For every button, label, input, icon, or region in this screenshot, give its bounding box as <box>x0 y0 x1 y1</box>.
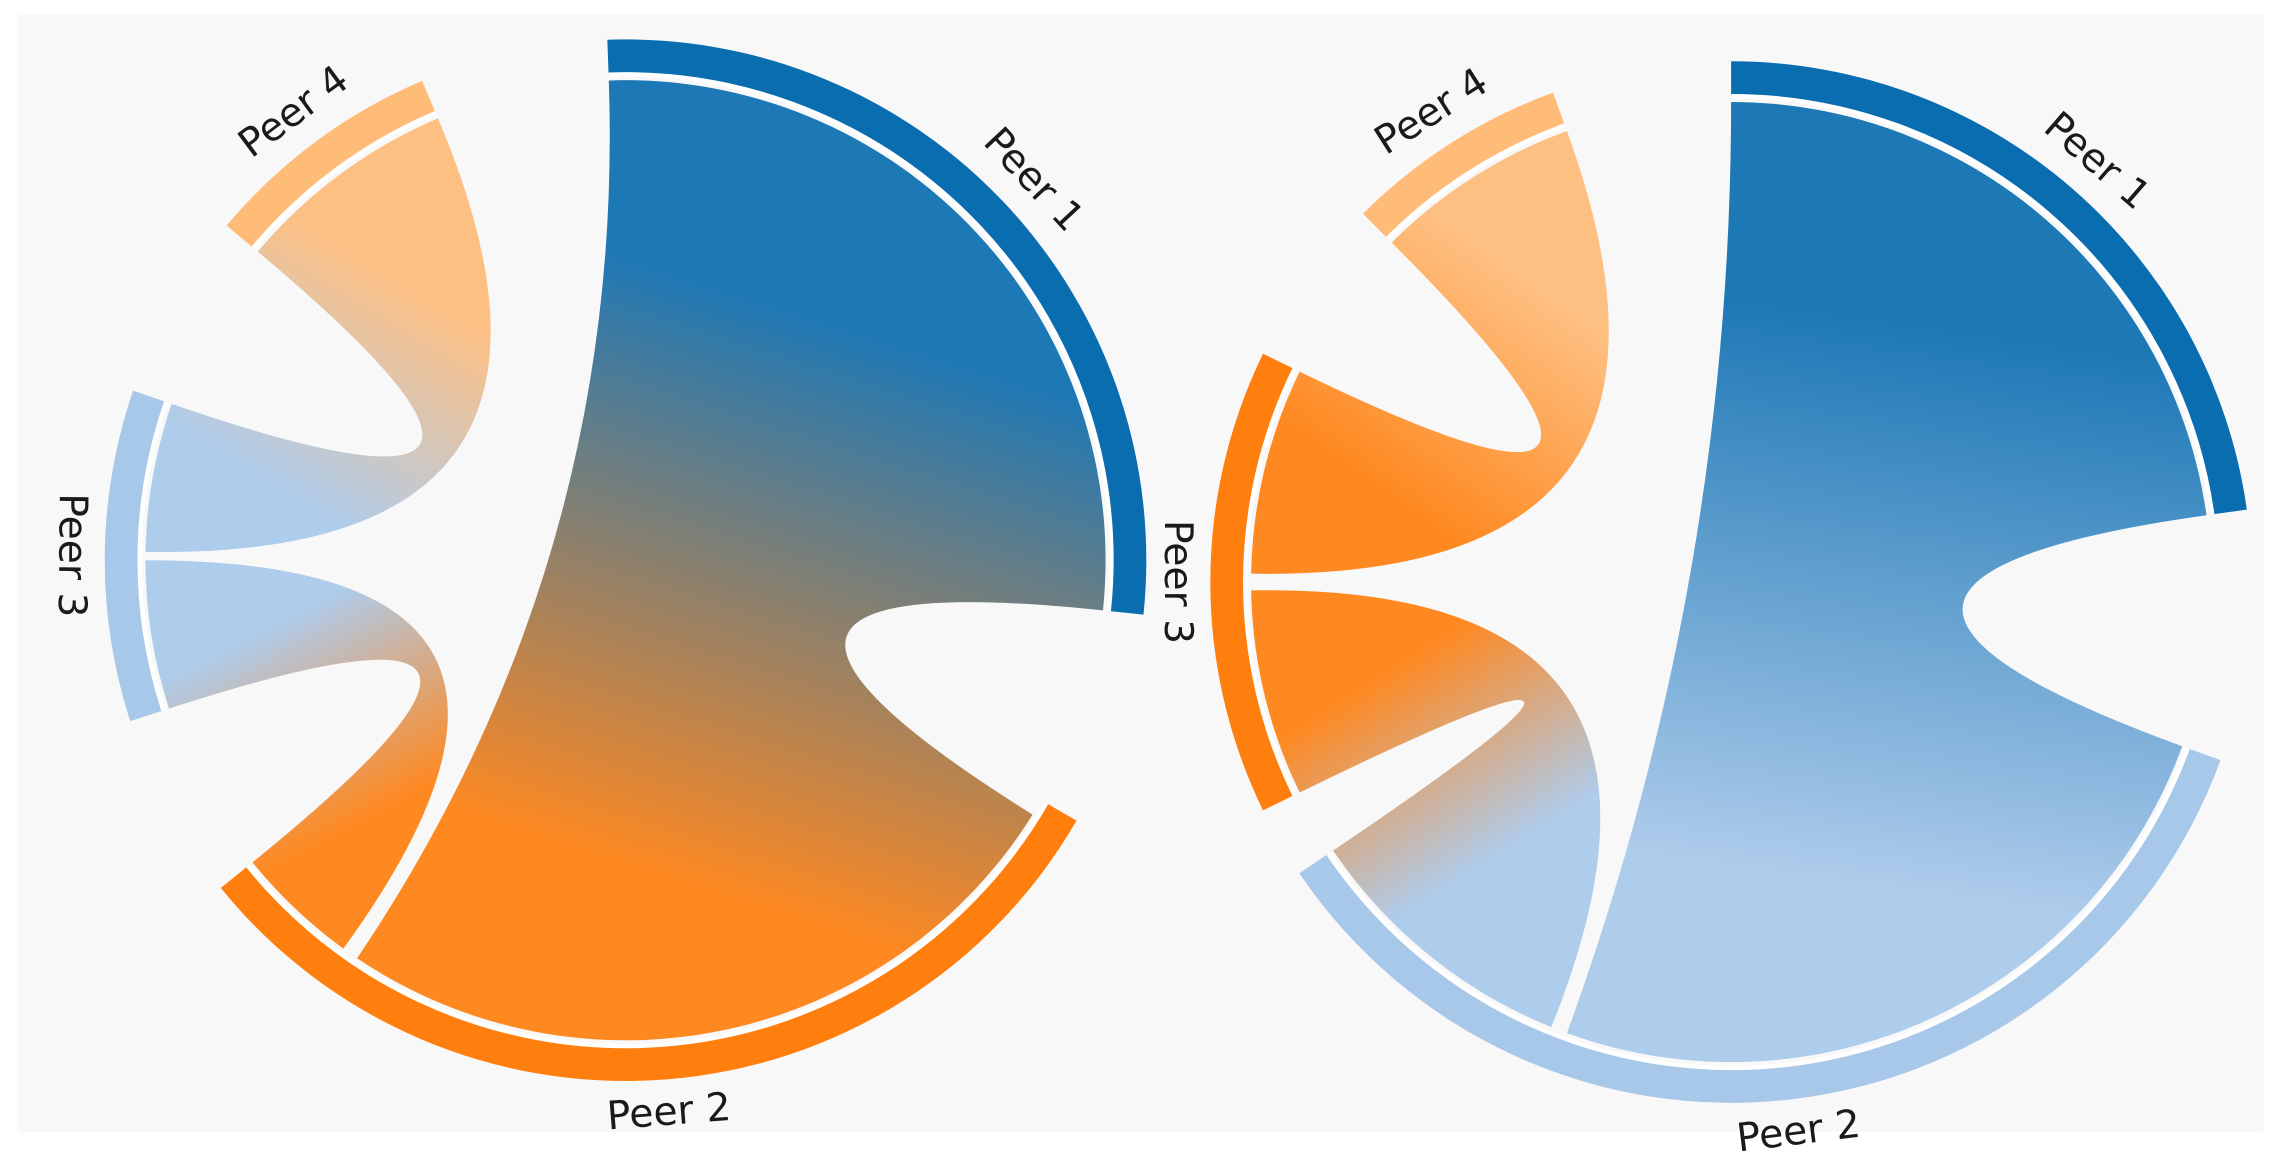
separator <box>608 72 1114 612</box>
separator <box>1326 747 2190 1071</box>
chord <box>145 560 448 949</box>
separator <box>137 401 169 712</box>
group-arc <box>220 803 1077 1082</box>
group-arc <box>104 390 167 722</box>
separator <box>1386 123 1566 241</box>
node-label: Peer 3 <box>49 493 95 618</box>
separator <box>1243 368 1297 796</box>
group-arc <box>1362 92 1565 239</box>
group-arc <box>1210 353 1295 811</box>
group-arc <box>226 80 436 248</box>
group-arc <box>1731 61 2247 515</box>
chord <box>1251 130 1609 574</box>
chord <box>357 80 1106 1041</box>
chord <box>1251 590 1601 1028</box>
group-arc <box>1299 748 2221 1103</box>
node-label: Peer 3 <box>1155 520 1200 644</box>
chord <box>1566 101 2207 1063</box>
chord <box>145 118 491 553</box>
node-label: Peer 2 <box>605 1085 732 1140</box>
separator <box>246 802 1049 1049</box>
separator <box>1731 93 2215 515</box>
separator <box>251 110 437 250</box>
